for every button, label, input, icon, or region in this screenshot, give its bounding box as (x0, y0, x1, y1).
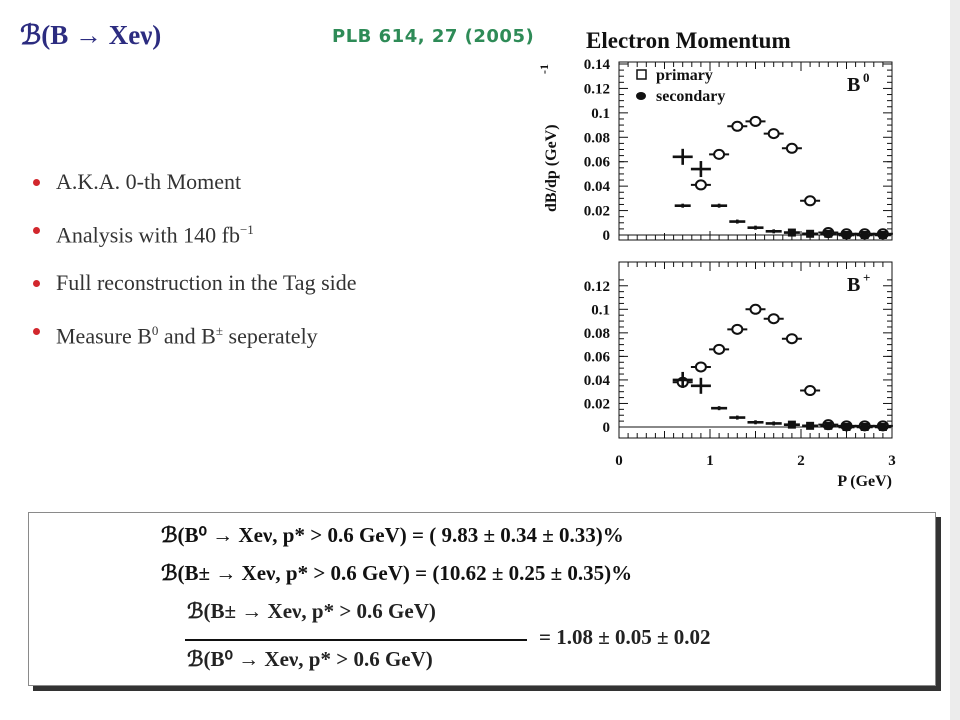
bullet-list: A.K.A. 0-th Moment Analysis with 140 fb−… (30, 170, 357, 373)
bullet-superscript: 0 (151, 323, 159, 339)
y-tick-label: 0.02 (584, 204, 610, 220)
y-tick-label: 0 (603, 228, 611, 244)
data-point-marker (878, 423, 887, 431)
x-tick-label: 3 (888, 453, 896, 469)
data-point-marker (787, 228, 796, 237)
y-tick-label: 0.06 (584, 349, 611, 365)
data-point-primary (767, 313, 780, 325)
data-point-primary (804, 195, 817, 207)
fraction-bar (185, 639, 527, 641)
data-point-primary (713, 148, 726, 160)
y-tick-label: 0.04 (584, 179, 611, 195)
x-tick-label: 0 (615, 453, 623, 469)
chart-title: Electron Momentum (586, 28, 791, 53)
y-tick-label: 0.06 (584, 155, 611, 171)
bullet-dot-icon (33, 179, 40, 186)
y-tick-label: 0.1 (591, 106, 610, 122)
data-point-marker (824, 229, 833, 238)
x-tick-label: 2 (797, 453, 805, 469)
bullet-dot-icon (33, 280, 40, 288)
bullet-item: Measure B0 and B± seperately (30, 319, 357, 348)
legend-label-secondary: secondary (656, 88, 725, 105)
results-box: ℬ(B⁰ → Xeν, p* > 0.6 GeV) = ( 9.83 ± 0.3… (28, 512, 936, 686)
bullet-dot-icon (33, 227, 40, 234)
y-tick-label: 0 (603, 420, 611, 436)
panel-label: B (847, 74, 860, 96)
y-tick-label: 0.1 (591, 302, 610, 318)
data-point-primary (731, 120, 744, 132)
data-point-marker (806, 421, 815, 430)
y-tick-label: 0.04 (584, 373, 611, 389)
data-point-primary (694, 361, 707, 373)
bullet-text: and B (158, 323, 216, 349)
data-point-primary (804, 385, 817, 397)
data-point-primary (785, 333, 798, 345)
bullet-item: Analysis with 140 fb−1 (30, 218, 357, 247)
bullet-superscript: −1 (239, 222, 254, 237)
data-point-marker (860, 231, 869, 239)
panel-label: B (847, 274, 860, 296)
y-axis-label-sup: -1 (537, 64, 551, 74)
data-point-marker (824, 421, 833, 430)
bullet-item: Full reconstruction in the Tag side (30, 271, 357, 295)
data-point-primary (749, 303, 762, 315)
data-point-primary (749, 115, 762, 127)
result-equation-bpm: ℬ(B± → Xeν, p* > 0.6 GeV) = (10.62 ± 0.2… (161, 561, 633, 585)
data-point-marker (806, 229, 815, 238)
bullet-text: Analysis with 140 fb (56, 222, 240, 248)
panel-label-sup: + (863, 270, 870, 285)
panel-label-sup: 0 (863, 70, 870, 85)
data-point-marker (842, 423, 851, 431)
data-point-marker (878, 231, 887, 239)
ratio-denominator: ℬ(B⁰ → Xeν, p* > 0.6 GeV) (187, 647, 433, 671)
data-point-marker (787, 420, 796, 429)
result-equation-b0: ℬ(B⁰ → Xeν, p* > 0.6 GeV) = ( 9.83 ± 0.3… (161, 523, 624, 547)
x-axis-label: P (GeV) (837, 473, 892, 490)
bullet-superscript: ± (215, 323, 224, 339)
y-tick-label: 0.08 (584, 130, 610, 146)
y-tick-label: 0.12 (584, 279, 610, 295)
y-tick-label: 0.08 (584, 326, 610, 342)
data-point-marker (842, 231, 851, 239)
reference-citation: PLB 614, 27 (2005) (332, 26, 535, 47)
ratio-result: = 1.08 ± 0.05 ± 0.02 (539, 625, 711, 649)
y-tick-label: 0.14 (584, 57, 611, 73)
slide-title: ℬ(B → Xeν) (20, 20, 162, 50)
bullet-text: Measure B (56, 323, 152, 349)
legend-marker-primary (636, 69, 647, 80)
bullet-text: A.K.A. 0-th Moment (56, 169, 242, 194)
data-point-primary (785, 142, 798, 154)
data-point-primary (694, 179, 707, 191)
data-point-primary (713, 343, 726, 355)
y-axis-label: dB/dp (GeV) (543, 124, 560, 212)
data-point-primary (731, 323, 744, 335)
bullet-text: seperately (223, 323, 318, 349)
x-tick-label: 1 (706, 453, 714, 469)
bullet-dot-icon (33, 328, 40, 336)
legend-marker-secondary (636, 92, 646, 100)
y-tick-label: 0.12 (584, 81, 610, 97)
legend-label-primary: primary (656, 67, 713, 84)
slide-right-border (950, 0, 960, 720)
ratio-numerator: ℬ(B± → Xeν, p* > 0.6 GeV) (187, 599, 436, 623)
data-point-primary (767, 128, 780, 140)
bullet-item: A.K.A. 0-th Moment (30, 170, 357, 194)
bullet-text: Full reconstruction in the Tag side (56, 270, 357, 296)
electron-momentum-figure: Electron Momentum 0 0.02 0.04 0.06 0.08 0.1 0.1… (537, 28, 896, 490)
y-tick-label: 0.02 (584, 396, 610, 412)
data-point-marker (860, 423, 869, 431)
